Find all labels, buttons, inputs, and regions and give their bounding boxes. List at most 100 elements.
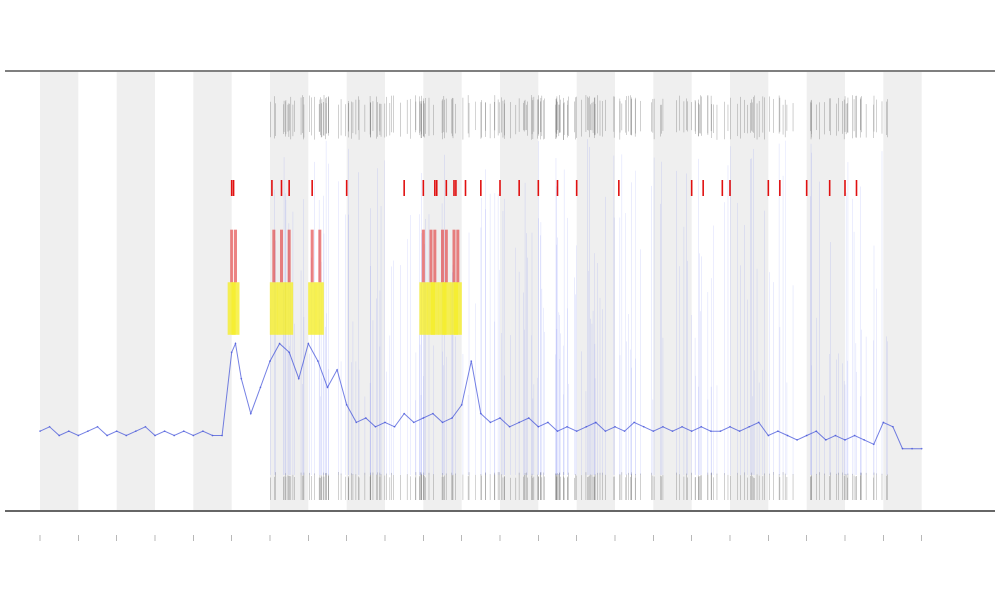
critical-marker <box>537 180 540 196</box>
data-point <box>575 430 578 433</box>
data-point <box>393 425 396 428</box>
data-point <box>202 430 204 433</box>
data-point <box>307 342 310 345</box>
critical-marker <box>435 180 438 196</box>
critical-marker <box>311 180 313 196</box>
data-point <box>317 360 319 362</box>
critical-zone <box>234 229 237 283</box>
data-point <box>652 430 655 433</box>
critical-zone <box>441 229 444 283</box>
data-point <box>824 439 827 441</box>
shade-band <box>40 72 79 510</box>
data-point <box>623 430 626 433</box>
data-point <box>786 434 789 437</box>
data-point <box>192 434 195 437</box>
shade-band <box>193 72 232 510</box>
data-point <box>221 434 223 437</box>
critical-marker <box>805 180 808 196</box>
warning-zone <box>442 282 451 335</box>
data-point <box>882 421 885 424</box>
data-point <box>422 417 425 419</box>
data-point <box>269 360 271 362</box>
data-point <box>144 425 147 428</box>
data-point <box>547 421 549 424</box>
critical-marker <box>422 180 425 196</box>
data-point <box>719 430 722 433</box>
data-point <box>240 377 243 380</box>
data-point <box>211 434 214 437</box>
data-point <box>518 421 521 424</box>
data-point <box>479 412 482 415</box>
critical-marker <box>345 180 348 196</box>
data-point <box>892 425 894 428</box>
data-point <box>249 412 252 415</box>
data-point <box>77 434 80 437</box>
shade-band <box>883 72 922 510</box>
warning-zone <box>315 282 324 335</box>
data-point <box>451 417 453 419</box>
data-point <box>96 425 99 428</box>
data-point <box>633 421 636 424</box>
data-point <box>729 425 731 428</box>
data-point <box>767 434 770 437</box>
critical-zone <box>318 229 322 283</box>
data-point <box>259 386 262 389</box>
data-point <box>412 421 415 424</box>
data-point <box>757 421 760 424</box>
critical-zone <box>429 229 433 283</box>
critical-zone <box>444 229 448 283</box>
data-point <box>441 421 444 424</box>
series-line <box>39 341 922 450</box>
critical-marker <box>844 180 846 196</box>
data-point <box>173 434 176 437</box>
data-point <box>901 447 904 450</box>
warning-zone <box>269 282 278 335</box>
data-point <box>805 434 808 437</box>
data-point <box>662 425 664 428</box>
warning-zone <box>285 282 294 335</box>
data-point <box>844 439 846 441</box>
critical-zone <box>452 229 456 283</box>
warning-zone <box>453 282 462 335</box>
data-point <box>738 430 741 433</box>
data-point <box>614 425 616 428</box>
data-point <box>499 417 501 419</box>
data-point <box>278 342 281 345</box>
critical-zone <box>280 229 283 283</box>
shade-band <box>116 72 155 510</box>
data-point <box>777 430 779 433</box>
data-point <box>748 425 751 428</box>
critical-marker <box>828 180 831 196</box>
data-point <box>920 447 923 450</box>
data-point <box>489 421 492 424</box>
critical-zone <box>310 229 314 283</box>
data-point <box>326 386 329 389</box>
warning-zone <box>231 282 240 335</box>
shade-band <box>576 72 615 510</box>
data-point <box>585 425 588 428</box>
critical-marker <box>618 180 620 196</box>
critical-marker <box>721 180 724 196</box>
data-point <box>863 439 866 441</box>
data-point <box>470 360 473 362</box>
data-point <box>594 421 597 424</box>
data-point <box>671 430 674 433</box>
critical-marker <box>518 180 520 196</box>
data-point <box>288 351 291 354</box>
data-point <box>709 430 712 433</box>
critical-marker <box>434 180 436 196</box>
critical-marker <box>280 180 283 196</box>
warning-zone <box>308 282 317 335</box>
critical-marker <box>271 180 273 196</box>
data-point <box>527 417 530 419</box>
warning-zone <box>430 282 439 335</box>
shade-band <box>500 72 539 510</box>
critical-marker <box>480 180 482 196</box>
critical-marker <box>729 180 731 196</box>
data-point <box>642 425 645 428</box>
critical-marker <box>453 180 455 196</box>
critical-marker <box>455 180 457 196</box>
data-point <box>234 342 237 345</box>
data-point <box>336 368 338 371</box>
